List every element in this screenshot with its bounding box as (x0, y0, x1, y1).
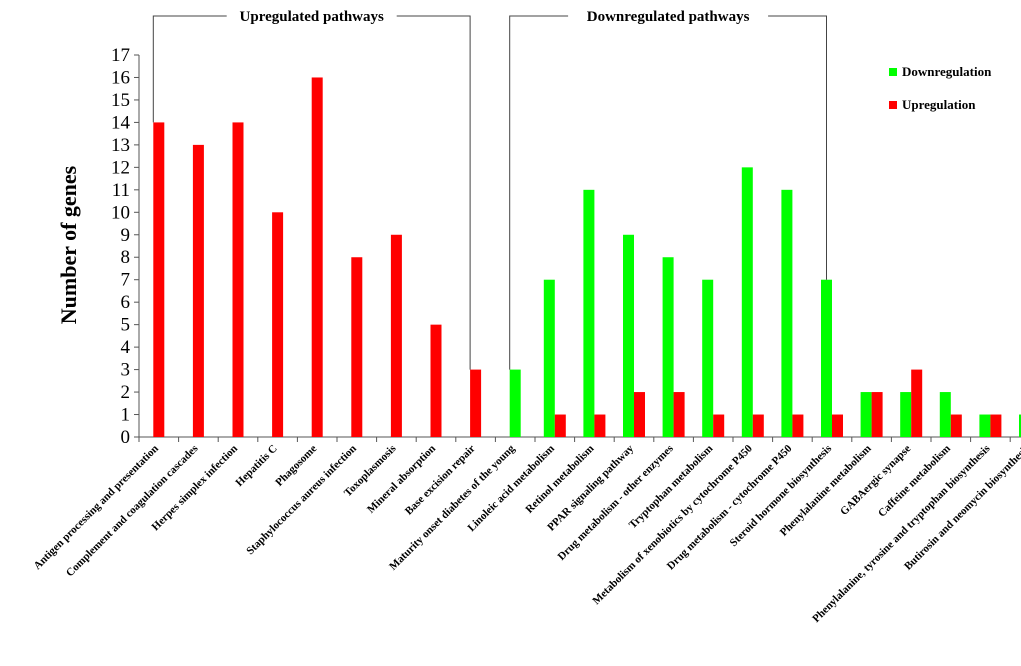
bar-upregulation (832, 414, 843, 437)
bar-downregulation (1019, 414, 1021, 437)
group-brackets: Upregulated pathways Downregulated pathwa… (152, 9, 827, 370)
bar-upregulation (990, 414, 1002, 437)
y-tick-label: 0 (121, 427, 131, 448)
bar-downregulation (939, 392, 951, 437)
y-tick-label: 5 (121, 315, 131, 336)
bar-downregulation (900, 392, 912, 437)
y-tick-label: 11 (112, 180, 130, 201)
bar-downregulation (543, 279, 555, 437)
bar-upregulation (192, 144, 204, 437)
y-tick-label: 13 (111, 135, 130, 156)
bar-downregulation (741, 167, 753, 437)
y-tick-label: 7 (121, 270, 131, 291)
y-tick-label: 12 (111, 157, 130, 178)
bar-upregulation (871, 392, 883, 437)
bar-upregulation (911, 369, 923, 437)
group-bracket-right (768, 15, 827, 280)
bar-upregulation (390, 234, 402, 437)
y-tick-label: 15 (111, 90, 130, 111)
x-category-label: Mineral absorption (365, 443, 438, 516)
y-tick-label: 3 (121, 360, 131, 381)
bar-downregulation (821, 279, 832, 437)
y-tick-label: 4 (121, 337, 131, 358)
bar-downregulation (583, 189, 595, 437)
group-label: Upregulated pathways (240, 9, 384, 25)
y-tick-label: 9 (121, 225, 131, 246)
bar-upregulation (153, 122, 165, 437)
bar-upregulation (673, 392, 685, 437)
y-tick-label: 14 (111, 112, 131, 133)
bar-downregulation (509, 369, 521, 437)
bar-upregulation (430, 324, 442, 437)
group-bracket-left (509, 15, 569, 370)
x-category-label: GABAergic synapse (838, 443, 913, 518)
bar-upregulation (554, 414, 566, 437)
group-bracket-left (152, 15, 227, 123)
bars (153, 77, 1021, 438)
bar-upregulation (351, 257, 363, 437)
bar-upregulation (950, 414, 962, 437)
bar-downregulation (623, 234, 634, 437)
bar-upregulation (752, 414, 764, 437)
bar-upregulation (634, 392, 645, 437)
y-tick-label: 8 (121, 247, 131, 268)
bar-upregulation (470, 369, 482, 437)
y-tick-label: 1 (121, 405, 131, 426)
y-tick-label: 16 (111, 67, 130, 88)
bar-upregulation (713, 414, 725, 437)
y-tick-label: 17 (111, 45, 130, 66)
y-axis-label: Number of genes (56, 165, 81, 324)
bar-downregulation (860, 392, 872, 437)
y-tick-label: 6 (121, 292, 131, 313)
bar-upregulation (272, 212, 284, 437)
bar-downregulation (702, 279, 714, 437)
legend-label: Upregulation (902, 97, 976, 112)
x-category-label: Caffeine metabolism (876, 443, 953, 520)
bar-downregulation (979, 414, 991, 437)
legend: Downregulation Upregulation (889, 64, 992, 112)
x-category-label: Base excision repair (403, 443, 478, 518)
bar-upregulation (311, 77, 323, 438)
group-label: Downregulated pathways (587, 9, 750, 25)
bar-upregulation (232, 122, 244, 437)
y-tick-label: 10 (111, 202, 130, 223)
x-category-label: Retinol metabolism (523, 443, 596, 516)
bar-upregulation (792, 414, 804, 437)
x-axis: Antigen processing and presentationCompl… (31, 436, 1021, 625)
x-category-label: Hepatitis C (233, 443, 279, 489)
legend-swatch (889, 101, 897, 109)
y-tick-label: 2 (121, 382, 131, 403)
bar-upregulation (594, 414, 606, 437)
legend-label: Downregulation (902, 64, 992, 79)
group-bracket-right (396, 15, 471, 370)
bar-downregulation (781, 189, 793, 437)
legend-swatch (889, 68, 897, 76)
bar-downregulation (662, 257, 674, 437)
